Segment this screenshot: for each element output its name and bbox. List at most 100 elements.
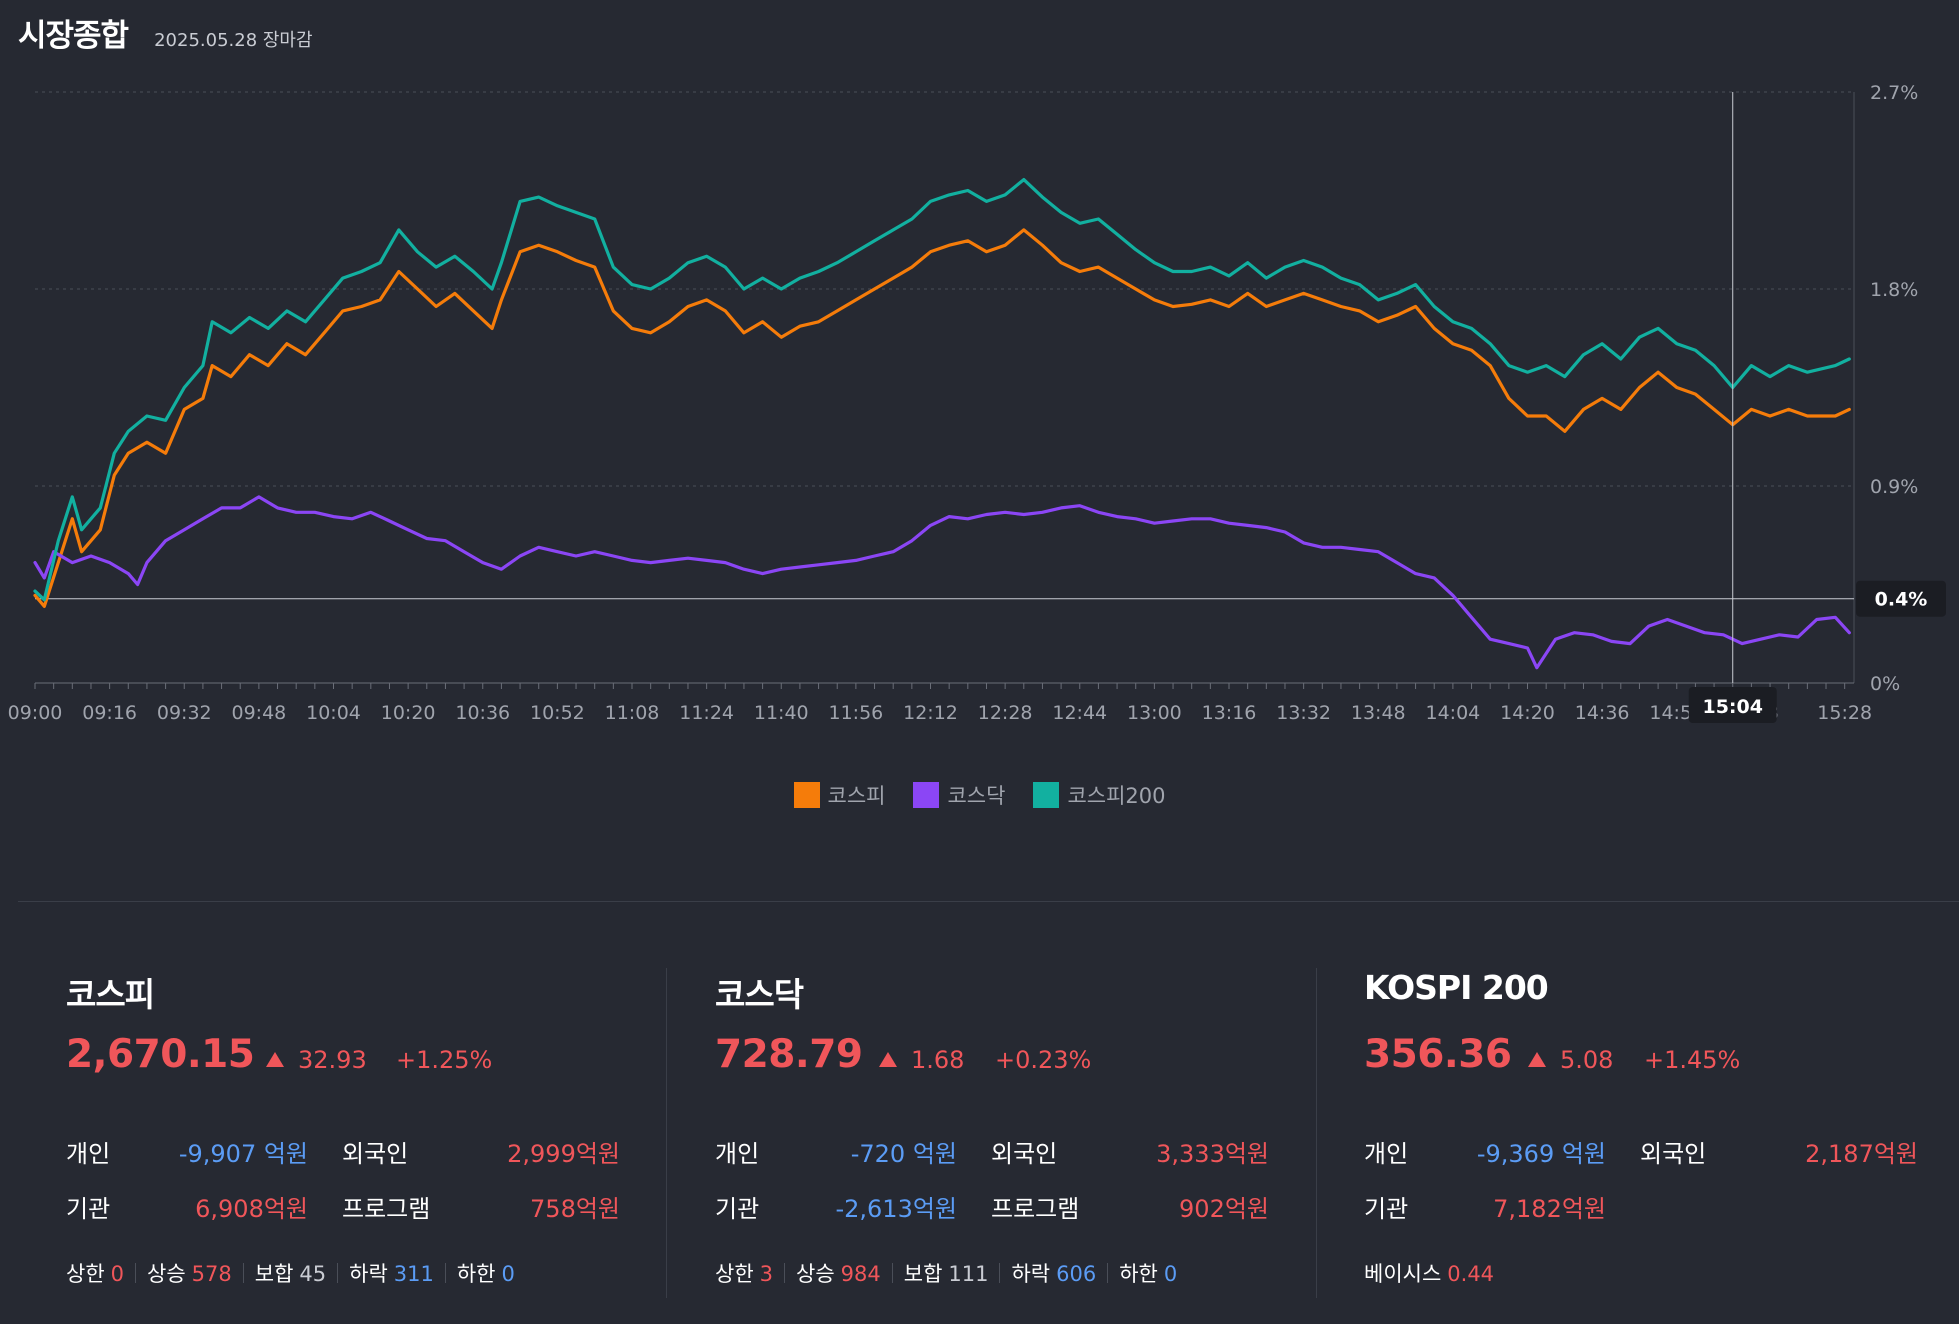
y-tick-label: 1.8%: [1870, 279, 1918, 301]
x-tick-label: 11:40: [754, 702, 809, 724]
x-tick-label: 13:32: [1276, 702, 1331, 724]
panel-separator: [1316, 968, 1317, 1298]
kosdaq-change-value: 1.68: [911, 1046, 965, 1074]
kospi-panel: 코스피 2,670.15 32.93 +1.25% 개인 -9,907 억원 외…: [66, 968, 626, 1298]
kosdaq-rise-label: 상승: [796, 1262, 835, 1286]
kospi200-individual-label: 개인: [1364, 1140, 1409, 1168]
kospi-breadth: 상한 0 상승 578 보합 45 하락 311 하한 0: [66, 1258, 515, 1288]
x-tick-label: 10:20: [381, 702, 436, 724]
up-triangle-icon: [266, 1052, 284, 1067]
breadth-separator: [999, 1263, 1001, 1283]
x-tick-label: 09:48: [231, 702, 286, 724]
market-line-chart[interactable]: 0% 0.9% 1.8% 2.7% 09:00 09:16 09:32 09:48 10:04 1…: [0, 70, 1959, 750]
kosdaq-upper-label: 상한: [715, 1262, 754, 1286]
kosdaq-fall-value: 606: [1056, 1262, 1097, 1286]
kospi-upper-label: 상한: [66, 1262, 105, 1286]
market-date-status: 2025.05.28 장마감: [154, 30, 313, 51]
series-line-kospi200: [33, 177, 1851, 602]
kosdaq-name: 코스닥: [715, 975, 804, 1014]
kospi-lower-value: 0: [501, 1262, 515, 1286]
y-tick-label: 0%: [1870, 673, 1900, 695]
breadth-separator: [444, 1263, 446, 1283]
kospi200-foreign-value: 2,187억원: [1805, 1140, 1918, 1168]
kosdaq-change-pct: +0.23%: [995, 1046, 1092, 1074]
kospi-flat-label: 보합: [254, 1262, 294, 1286]
kospi200-basis: 베이시스 0.44: [1364, 1258, 1494, 1288]
kosdaq-flat: 보합 111: [904, 1258, 989, 1288]
legend-item-kospi[interactable]: 코스피: [793, 780, 885, 810]
header: 시장종합 2025.05.28 장마감: [18, 10, 313, 55]
legend-label-kospi200: 코스피200: [1067, 784, 1166, 808]
kospi200-institution-label: 기관: [1364, 1195, 1409, 1223]
kospi-rise-value: 578: [191, 1262, 232, 1286]
breadth-separator: [784, 1263, 786, 1283]
kospi-flat-value: 45: [299, 1262, 327, 1286]
x-tick-label: 13:16: [1202, 702, 1257, 724]
kosdaq-breadth: 상한 3 상승 984 보합 111 하락 606 하한 0: [715, 1258, 1177, 1288]
kospi200-basis-item: 베이시스 0.44: [1364, 1258, 1494, 1288]
legend-item-kospi200[interactable]: 코스피200: [1033, 780, 1165, 810]
x-tick-label: 13:48: [1351, 702, 1406, 724]
up-triangle-icon: [1528, 1052, 1546, 1067]
kospi200-change: 5.08: [1528, 1046, 1613, 1074]
kospi-program-value: 758억원: [530, 1195, 620, 1223]
legend-item-kosdaq[interactable]: 코스닥: [913, 780, 1005, 810]
kospi-foreign-value: 2,999억원: [507, 1140, 620, 1168]
kospi-lower-label: 하한: [456, 1262, 496, 1286]
kospi-foreign-label: 외국인: [342, 1140, 409, 1168]
kospi-individual-value: -9,907 억원: [178, 1140, 308, 1168]
x-tick-label: 10:52: [530, 702, 585, 724]
x-tick-label: 11:24: [679, 702, 734, 724]
kosdaq-lower: 하한 0: [1119, 1258, 1177, 1288]
kosdaq-upper: 상한 3: [715, 1258, 773, 1288]
kospi-program-label: 프로그램: [342, 1195, 431, 1223]
kospi-upper: 상한 0: [66, 1258, 124, 1288]
kospi200-change-pct: +1.45%: [1644, 1046, 1741, 1074]
up-triangle-icon: [879, 1052, 897, 1067]
x-tick-label: 12:12: [903, 702, 958, 724]
series-line-kospi: [33, 228, 1851, 609]
kosdaq-individual-value: -720 억원: [850, 1140, 957, 1168]
series-line-kosdaq: [33, 495, 1851, 670]
kospi-rise-label: 상승: [147, 1262, 186, 1286]
kospi-rise: 상승 578: [147, 1258, 232, 1288]
crosshair-value-badge: [1856, 580, 1946, 617]
kosdaq-value: 728.79: [715, 1032, 863, 1077]
kospi-fall-label: 하락: [349, 1262, 388, 1286]
panel-separator: [666, 968, 667, 1298]
page-title: 시장종합: [18, 18, 129, 54]
kospi-name: 코스피: [66, 975, 155, 1014]
kosdaq-institution-value: -2,613억원: [835, 1195, 957, 1223]
x-tick-label: 13:00: [1127, 702, 1182, 724]
kosdaq-program-label: 프로그램: [991, 1195, 1080, 1223]
x-tick-label: 11:08: [605, 702, 660, 724]
kospi200-value: 356.36: [1364, 1032, 1512, 1077]
y-tick-label: 0.9%: [1870, 476, 1918, 498]
kosdaq-fall: 하락 606: [1011, 1258, 1096, 1288]
x-tick-label: 10:04: [306, 702, 361, 724]
section-divider: [18, 901, 1959, 902]
kosdaq-individual-label: 개인: [715, 1140, 760, 1168]
crosshair-time-label: 15:04: [1702, 696, 1762, 718]
chart-legend: 코스피 코스닥 코스피200: [0, 780, 1959, 810]
kospi-institution-value: 6,908억원: [195, 1195, 308, 1223]
x-tick-label: 14:36: [1575, 702, 1630, 724]
x-tick-label: 09:16: [82, 702, 137, 724]
kospi-flat: 보합 45: [255, 1258, 326, 1288]
kospi-individual-label: 개인: [66, 1140, 111, 1168]
y-tick-label: 2.7%: [1870, 82, 1918, 104]
x-tick-label: 12:44: [1052, 702, 1107, 724]
kospi-institution-label: 기관: [66, 1195, 111, 1223]
kospi-fall-value: 311: [393, 1262, 434, 1286]
x-tick-label: 11:56: [828, 702, 883, 724]
kospi-change-value: 32.93: [298, 1046, 367, 1074]
breadth-separator: [1107, 1263, 1109, 1283]
kospi200-basis-value: 0.44: [1447, 1262, 1495, 1286]
kosdaq-lower-label: 하한: [1119, 1262, 1158, 1286]
crosshair-value-label: 0.4%: [1875, 589, 1928, 611]
kosdaq-lower-value: 0: [1163, 1262, 1178, 1286]
kospi200-name: KOSPI 200: [1364, 968, 1549, 1007]
legend-swatch-kospi: [793, 782, 820, 808]
legend-swatch-kosdaq: [913, 782, 940, 808]
x-tick-label: 10:36: [455, 702, 510, 724]
